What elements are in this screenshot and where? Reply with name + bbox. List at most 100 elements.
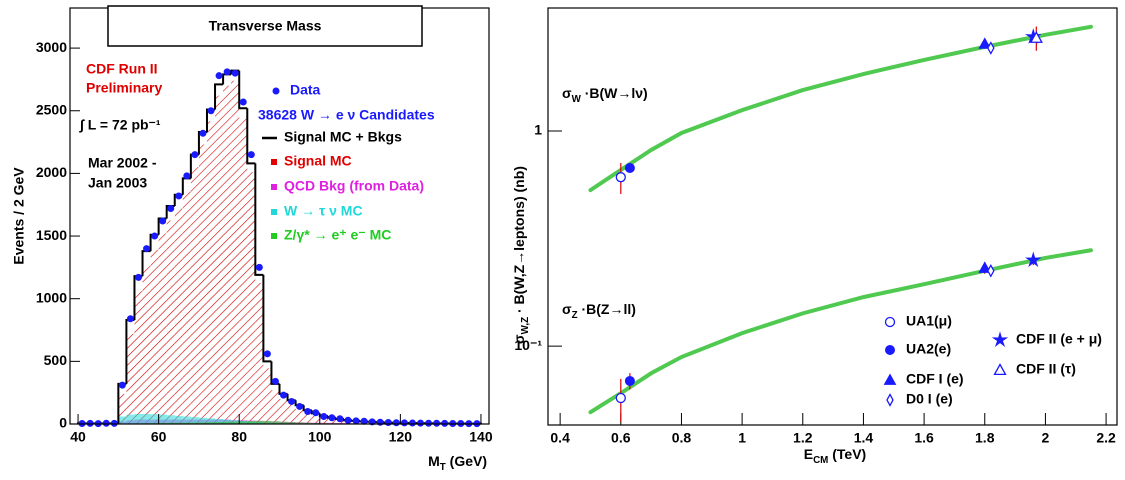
y-tick-label: 2000: [36, 164, 67, 180]
annotation: ∫ L = 72 pb⁻¹: [79, 117, 161, 134]
histogram-bar: [287, 422, 296, 424]
data-point: [1029, 31, 1043, 43]
data-point: [110, 419, 118, 427]
histogram-bar: [118, 416, 127, 424]
data-point: [615, 172, 626, 183]
histogram-bar: [287, 404, 296, 424]
legend-marker: [271, 209, 277, 215]
data-point: [400, 419, 408, 427]
theory-curve: [588, 248, 1093, 415]
x-tick-label: 40: [70, 429, 86, 445]
histogram-bar: [215, 95, 224, 424]
histogram-bar: [239, 118, 248, 424]
data-point: [417, 419, 425, 427]
data-point: [183, 172, 191, 180]
histogram-bar: [174, 422, 183, 424]
histogram-bar: [303, 413, 312, 424]
data-point: [134, 273, 142, 281]
legend-marker: [271, 159, 277, 165]
histogram-bar: [206, 418, 216, 424]
data-point: [433, 419, 441, 427]
data-point: [978, 37, 992, 49]
x-tick-label: 1.4: [854, 430, 874, 446]
data-point: [624, 375, 635, 386]
data-point: [408, 419, 416, 427]
legend-marker: [271, 184, 277, 190]
y-tick-label: 500: [44, 352, 68, 368]
histogram-bar: [198, 422, 207, 424]
x-axis-label: MT (GeV): [428, 453, 487, 473]
histogram-bar: [174, 208, 183, 424]
data-point: [392, 419, 400, 427]
data-point: [288, 397, 296, 405]
histogram-bar: [126, 333, 135, 424]
histogram-step: [246, 108, 256, 165]
data-point: [263, 350, 271, 358]
data-point: [223, 68, 231, 76]
histogram-bar: [182, 416, 191, 424]
histogram-bar: [150, 414, 159, 424]
data-point: [126, 315, 134, 323]
data-point: [328, 414, 336, 422]
histogram-bar: [319, 417, 328, 424]
histogram-bar: [158, 233, 167, 424]
histogram-bar: [295, 408, 304, 424]
x-tick-label: 0.6: [611, 430, 631, 446]
legend-label: W → τ ν MC: [284, 203, 363, 219]
x-tick-label: 2: [1042, 430, 1050, 446]
legend-marker: [272, 87, 280, 95]
histogram-step: [254, 163, 264, 276]
histogram-step: [262, 274, 272, 363]
data-point: [231, 69, 239, 77]
histogram-step: [238, 70, 248, 110]
histogram-bar: [215, 421, 224, 424]
y-tick-label: 3000: [36, 39, 67, 55]
x-axis-label-part: (TeV): [828, 446, 866, 462]
histogram-bar: [166, 220, 175, 424]
histogram-bar: [271, 421, 280, 424]
chart-title: Transverse Mass: [209, 18, 322, 34]
histogram-bar: [247, 420, 256, 424]
legend-label: UA1(μ): [906, 313, 952, 329]
annotation-part: W: [572, 94, 582, 105]
data-point: [978, 261, 992, 273]
histogram-bar: [150, 249, 159, 424]
histogram-bar: [134, 413, 143, 424]
legend-marker: [884, 316, 896, 328]
legend-label: Signal MC + Bkgs: [284, 129, 402, 145]
x-axis-label-part: M: [428, 453, 440, 469]
histogram-bar: [215, 418, 224, 424]
data-point: [199, 129, 207, 137]
legend-marker: [993, 363, 1007, 376]
axes-frame: [547, 7, 1118, 426]
histogram-bar: [231, 421, 240, 424]
x-tick-label: 100: [308, 429, 332, 445]
x-tick-label: 2.2: [1096, 430, 1116, 446]
annotation: 38628 W → e ν Candidates: [258, 107, 435, 123]
histogram-bar: [295, 422, 304, 424]
x-axis-label-part: E: [804, 446, 813, 462]
histogram-bar: [327, 419, 336, 424]
legend-marker: [991, 331, 1009, 347]
annotation-part: Z: [572, 310, 578, 321]
annotation-part: σ: [562, 301, 572, 317]
histogram-bar: [263, 368, 272, 424]
x-axis-label: ECM (TeV): [804, 446, 866, 466]
data-point: [441, 419, 449, 427]
y-axis-label: σW,Z · B(W,Z→leptons) (nb): [511, 166, 531, 344]
legend-label: D0 I (e): [906, 391, 953, 407]
y-tick-label: 1500: [36, 227, 67, 243]
legend-label: Z/γ* → e⁺ e⁻ MC: [284, 227, 391, 243]
data-point: [304, 407, 312, 415]
annotation: Mar 2002 -: [88, 155, 157, 171]
histogram-bar: [279, 398, 288, 424]
histogram-bar: [190, 422, 199, 424]
data-point: [344, 416, 352, 424]
histogram-bar: [223, 85, 232, 425]
histogram-bar: [231, 80, 240, 425]
histogram-bar: [311, 415, 320, 424]
data-point: [102, 419, 110, 427]
y-axis-label-part: · B(W,Z→leptons) (nb): [511, 166, 527, 317]
histogram-bar: [255, 420, 264, 424]
